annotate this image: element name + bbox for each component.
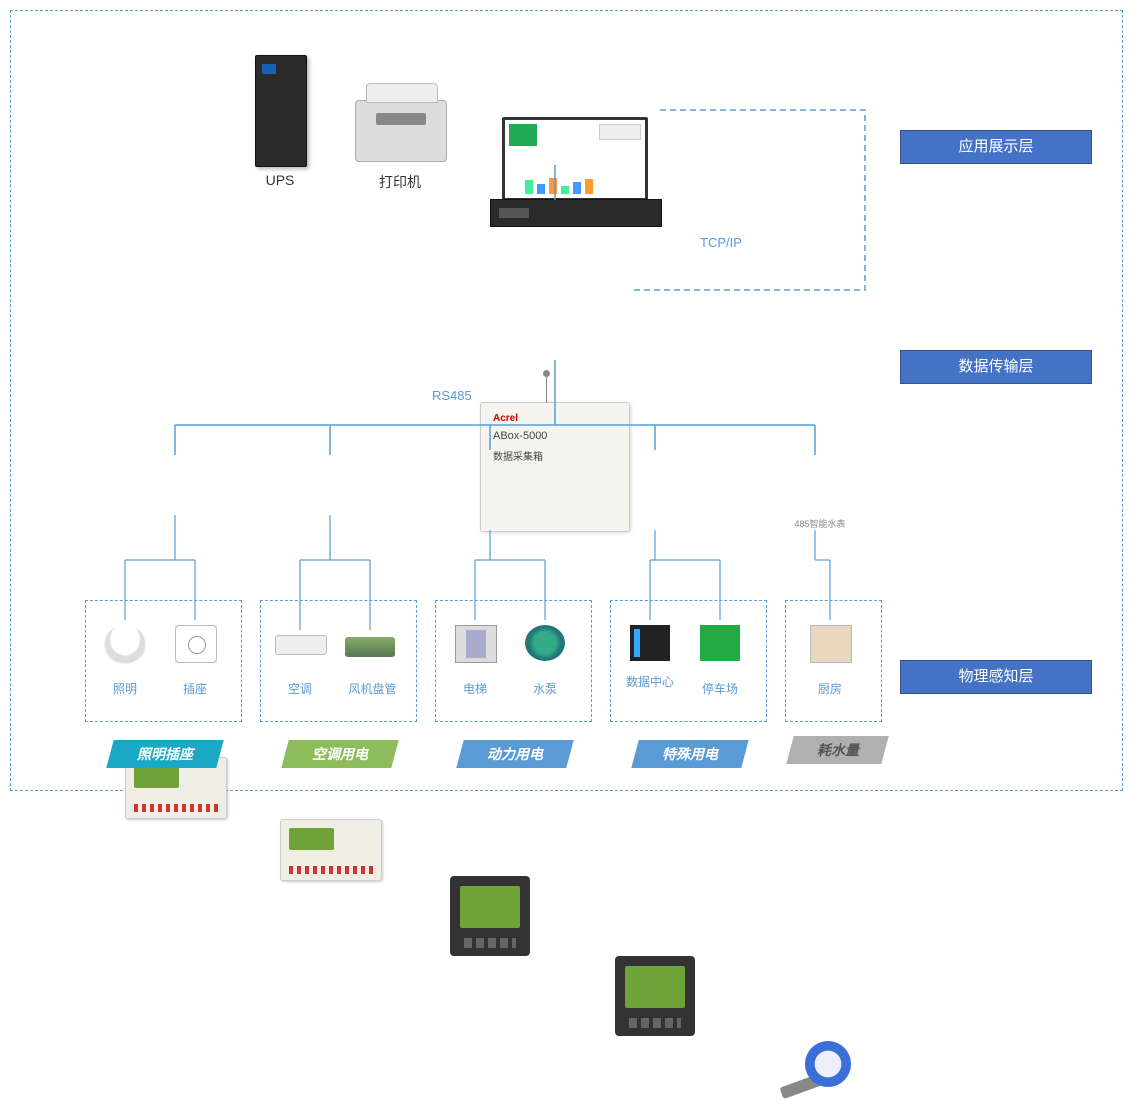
server-tower	[490, 199, 662, 227]
panel-meter-1	[450, 876, 530, 956]
databox-brand: Acrel	[493, 413, 617, 424]
kitchen-icon	[810, 625, 852, 663]
lbl-ac: 空调	[280, 680, 320, 697]
cat-box-hvac	[260, 600, 417, 722]
lbl-kitchen: 厨房	[810, 680, 850, 697]
tag-power: 动力用电	[456, 740, 574, 768]
water-meter	[780, 1041, 855, 1101]
tcpip-label: TCP/IP	[700, 235, 742, 250]
tag-lighting: 照明插座	[106, 740, 224, 768]
tag-water: 耗水量	[786, 736, 889, 764]
lbl-park: 停车场	[695, 680, 745, 697]
printer-device	[355, 100, 447, 162]
parking-icon	[700, 625, 740, 661]
printer-label: 打印机	[360, 172, 440, 192]
ups-label: UPS	[250, 172, 310, 188]
lbl-fcu: 风机盘管	[345, 680, 400, 697]
data-collection-box: Acrel ABox-5000 数据采集箱	[480, 402, 630, 532]
lbl-socket: 插座	[175, 680, 215, 697]
socket-icon	[175, 625, 217, 663]
server-workstation	[490, 117, 660, 227]
databox-subtitle: 数据采集箱	[493, 448, 617, 463]
rs485-label: RS485	[432, 388, 472, 403]
ac-icon	[275, 635, 327, 655]
water-meter-caption: 485智能水表	[775, 517, 865, 530]
lbl-dc: 数据中心	[625, 673, 675, 690]
datacenter-icon	[630, 625, 670, 661]
lbl-elev: 电梯	[455, 680, 495, 697]
din-meter-2	[280, 819, 382, 881]
server-monitor	[502, 117, 648, 201]
cat-box-special	[610, 600, 767, 722]
pump-icon	[525, 625, 565, 661]
ups-device	[255, 55, 307, 167]
antenna-icon	[546, 373, 547, 403]
lbl-lighting: 照明	[105, 680, 145, 697]
panel-meter-2	[615, 956, 695, 1036]
cat-box-lighting	[85, 600, 242, 722]
layer-tag-app: 应用展示层	[900, 130, 1092, 164]
elevator-icon	[455, 625, 497, 663]
ceiling-light-icon	[105, 625, 145, 661]
tag-hvac: 空调用电	[281, 740, 399, 768]
layer-tag-data: 数据传输层	[900, 350, 1092, 384]
layer-tag-phys: 物理感知层	[900, 660, 1092, 694]
diagram-canvas: 应用展示层 数据传输层 物理感知层 UPS 打印机 Acrel ABox-500…	[0, 0, 1131, 799]
fcu-icon	[345, 637, 395, 657]
databox-model: ABox-5000	[493, 430, 617, 442]
lbl-pump: 水泵	[525, 680, 565, 697]
tag-special: 特殊用电	[631, 740, 749, 768]
